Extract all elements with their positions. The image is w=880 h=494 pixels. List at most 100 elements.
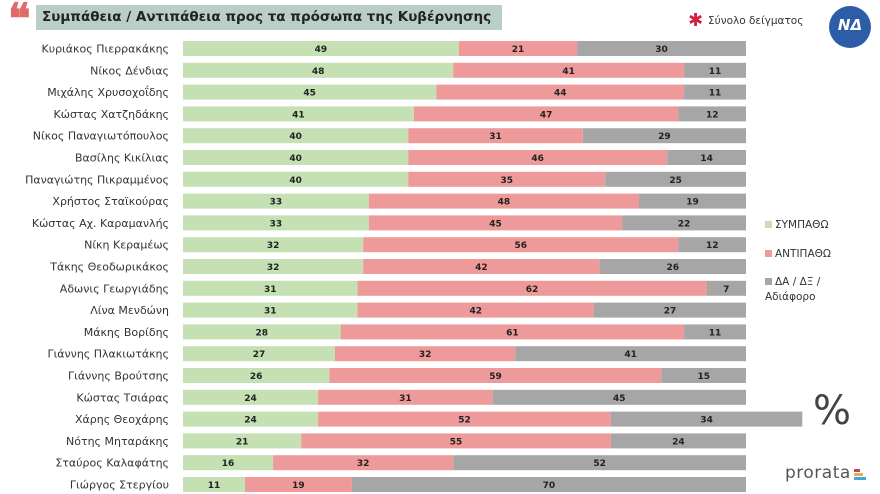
bar-segment xyxy=(458,41,578,56)
bar-segment xyxy=(363,237,679,253)
bar-segment xyxy=(684,84,746,100)
data-label: 32 xyxy=(267,263,280,273)
legend-label: ΑΝΤΙΠΑΘΩ xyxy=(775,248,831,260)
bar-segment xyxy=(183,237,364,253)
bar-segment xyxy=(183,280,358,296)
data-label: 59 xyxy=(489,372,502,382)
bar-segment xyxy=(273,455,454,471)
bar-segment xyxy=(363,259,600,274)
category-label: Μάκης Βορίδης xyxy=(84,326,169,339)
bar-segment xyxy=(408,150,668,165)
data-label: 24 xyxy=(244,394,257,404)
bar-segment xyxy=(706,280,746,296)
data-label: 48 xyxy=(312,67,325,77)
bar-segment xyxy=(593,302,746,318)
bar-segment xyxy=(301,433,611,449)
legend-item-neutral: ΔΑ / ΔΞ / Αδιάφορο xyxy=(765,275,840,305)
legend-label: ΔΑ / ΔΞ / Αδιάφορο xyxy=(765,276,821,303)
bar-segment xyxy=(684,324,746,340)
category-label: Νίκος Παναγιωτόπουλος xyxy=(33,130,169,143)
data-label: 34 xyxy=(700,416,713,426)
category-label: Τάκης Θεοδωρικάκος xyxy=(49,261,169,274)
data-label: 27 xyxy=(253,350,266,360)
data-label: 29 xyxy=(658,132,671,142)
bar-segment xyxy=(582,128,746,144)
category-label: Χρήστος Σταϊκούρας xyxy=(52,195,169,208)
bar-segment xyxy=(515,346,746,362)
data-label: 40 xyxy=(289,176,302,186)
data-label: 52 xyxy=(593,459,606,469)
category-label: Παναγιώτης Πικραμμένος xyxy=(25,173,169,186)
data-label: 19 xyxy=(292,481,305,491)
data-label: 11 xyxy=(709,89,722,99)
data-label: 49 xyxy=(315,45,328,55)
bar-segment xyxy=(183,84,437,100)
bar-segment xyxy=(318,411,611,427)
data-label: 19 xyxy=(686,198,699,208)
data-label: 21 xyxy=(236,437,249,447)
bar-segment xyxy=(413,106,679,122)
category-label: Γιάννης Βρούτσης xyxy=(68,370,169,383)
bar-segment xyxy=(183,193,369,209)
bar-segment xyxy=(610,411,803,427)
data-label: 11 xyxy=(208,481,221,491)
data-label: 11 xyxy=(709,67,722,77)
bar-segment xyxy=(183,389,319,405)
bar-segment xyxy=(183,171,409,187)
data-label: 16 xyxy=(222,459,235,469)
data-label: 32 xyxy=(357,459,370,469)
category-label: Μιχάλης Χρυσοχοΐδης xyxy=(47,85,169,99)
bar-segment xyxy=(183,324,341,340)
quote-mark-icon: ❝ xyxy=(8,0,31,43)
bar-segment xyxy=(408,171,606,187)
data-label: 45 xyxy=(303,89,316,99)
bar-segment xyxy=(622,215,746,231)
legend-label: ΣΥΜΠΑΘΩ xyxy=(775,219,829,231)
data-label: 42 xyxy=(475,263,488,273)
bar-segment xyxy=(183,215,369,231)
data-label: 41 xyxy=(562,67,575,77)
bar-segment xyxy=(351,477,746,492)
chart-title: Συμπάθεια / Αντιπάθεια προς τα πρόσωπα τ… xyxy=(36,5,502,30)
bar-segment xyxy=(183,128,409,144)
category-label: Κώστας Χατζηδάκης xyxy=(54,108,169,121)
data-label: 31 xyxy=(264,285,277,295)
bar-segment xyxy=(605,171,746,187)
data-label: 41 xyxy=(624,350,637,360)
bar-segment xyxy=(357,280,707,296)
category-label: Βασίλης Κικίλιας xyxy=(75,152,169,165)
data-label: 27 xyxy=(664,307,677,317)
party-logo: ΝΔ xyxy=(829,6,871,48)
data-label: 15 xyxy=(698,372,711,382)
data-label: 33 xyxy=(270,198,283,208)
data-label: 31 xyxy=(264,307,277,317)
data-label: 7 xyxy=(723,285,729,295)
bar-segment xyxy=(183,455,274,471)
brand-logo: prorata xyxy=(785,463,866,483)
bar-segment xyxy=(183,106,414,122)
data-label: 11 xyxy=(709,328,722,338)
data-label: 70 xyxy=(543,481,556,491)
legend-item-sympatho: ΣΥΜΠΑΘΩ xyxy=(765,218,828,233)
bar-segment xyxy=(684,62,746,78)
data-label: 24 xyxy=(244,416,257,426)
data-label: 55 xyxy=(450,437,463,447)
data-label: 32 xyxy=(419,350,432,360)
legend-swatch xyxy=(765,250,772,257)
bar-segment xyxy=(610,433,746,449)
bar-segment xyxy=(639,193,746,209)
bar-segment xyxy=(183,302,358,318)
category-label: Αδωνις Γεωργιάδης xyxy=(60,282,169,295)
legend-item-antipatho: ΑΝΤΙΠΑΘΩ xyxy=(765,247,831,262)
bar-segment xyxy=(577,41,746,56)
legend-swatch xyxy=(765,221,772,228)
data-label: 40 xyxy=(289,154,302,164)
category-label: Λίνα Μενδώνη xyxy=(90,304,169,317)
asterisk-icon: ✱ xyxy=(688,10,704,31)
category-label: Χάρης Θεοχάρης xyxy=(75,413,169,426)
bar-segment xyxy=(453,62,685,78)
data-label: 41 xyxy=(292,110,305,120)
bar-segment xyxy=(368,193,640,209)
bar-segment xyxy=(599,259,746,274)
